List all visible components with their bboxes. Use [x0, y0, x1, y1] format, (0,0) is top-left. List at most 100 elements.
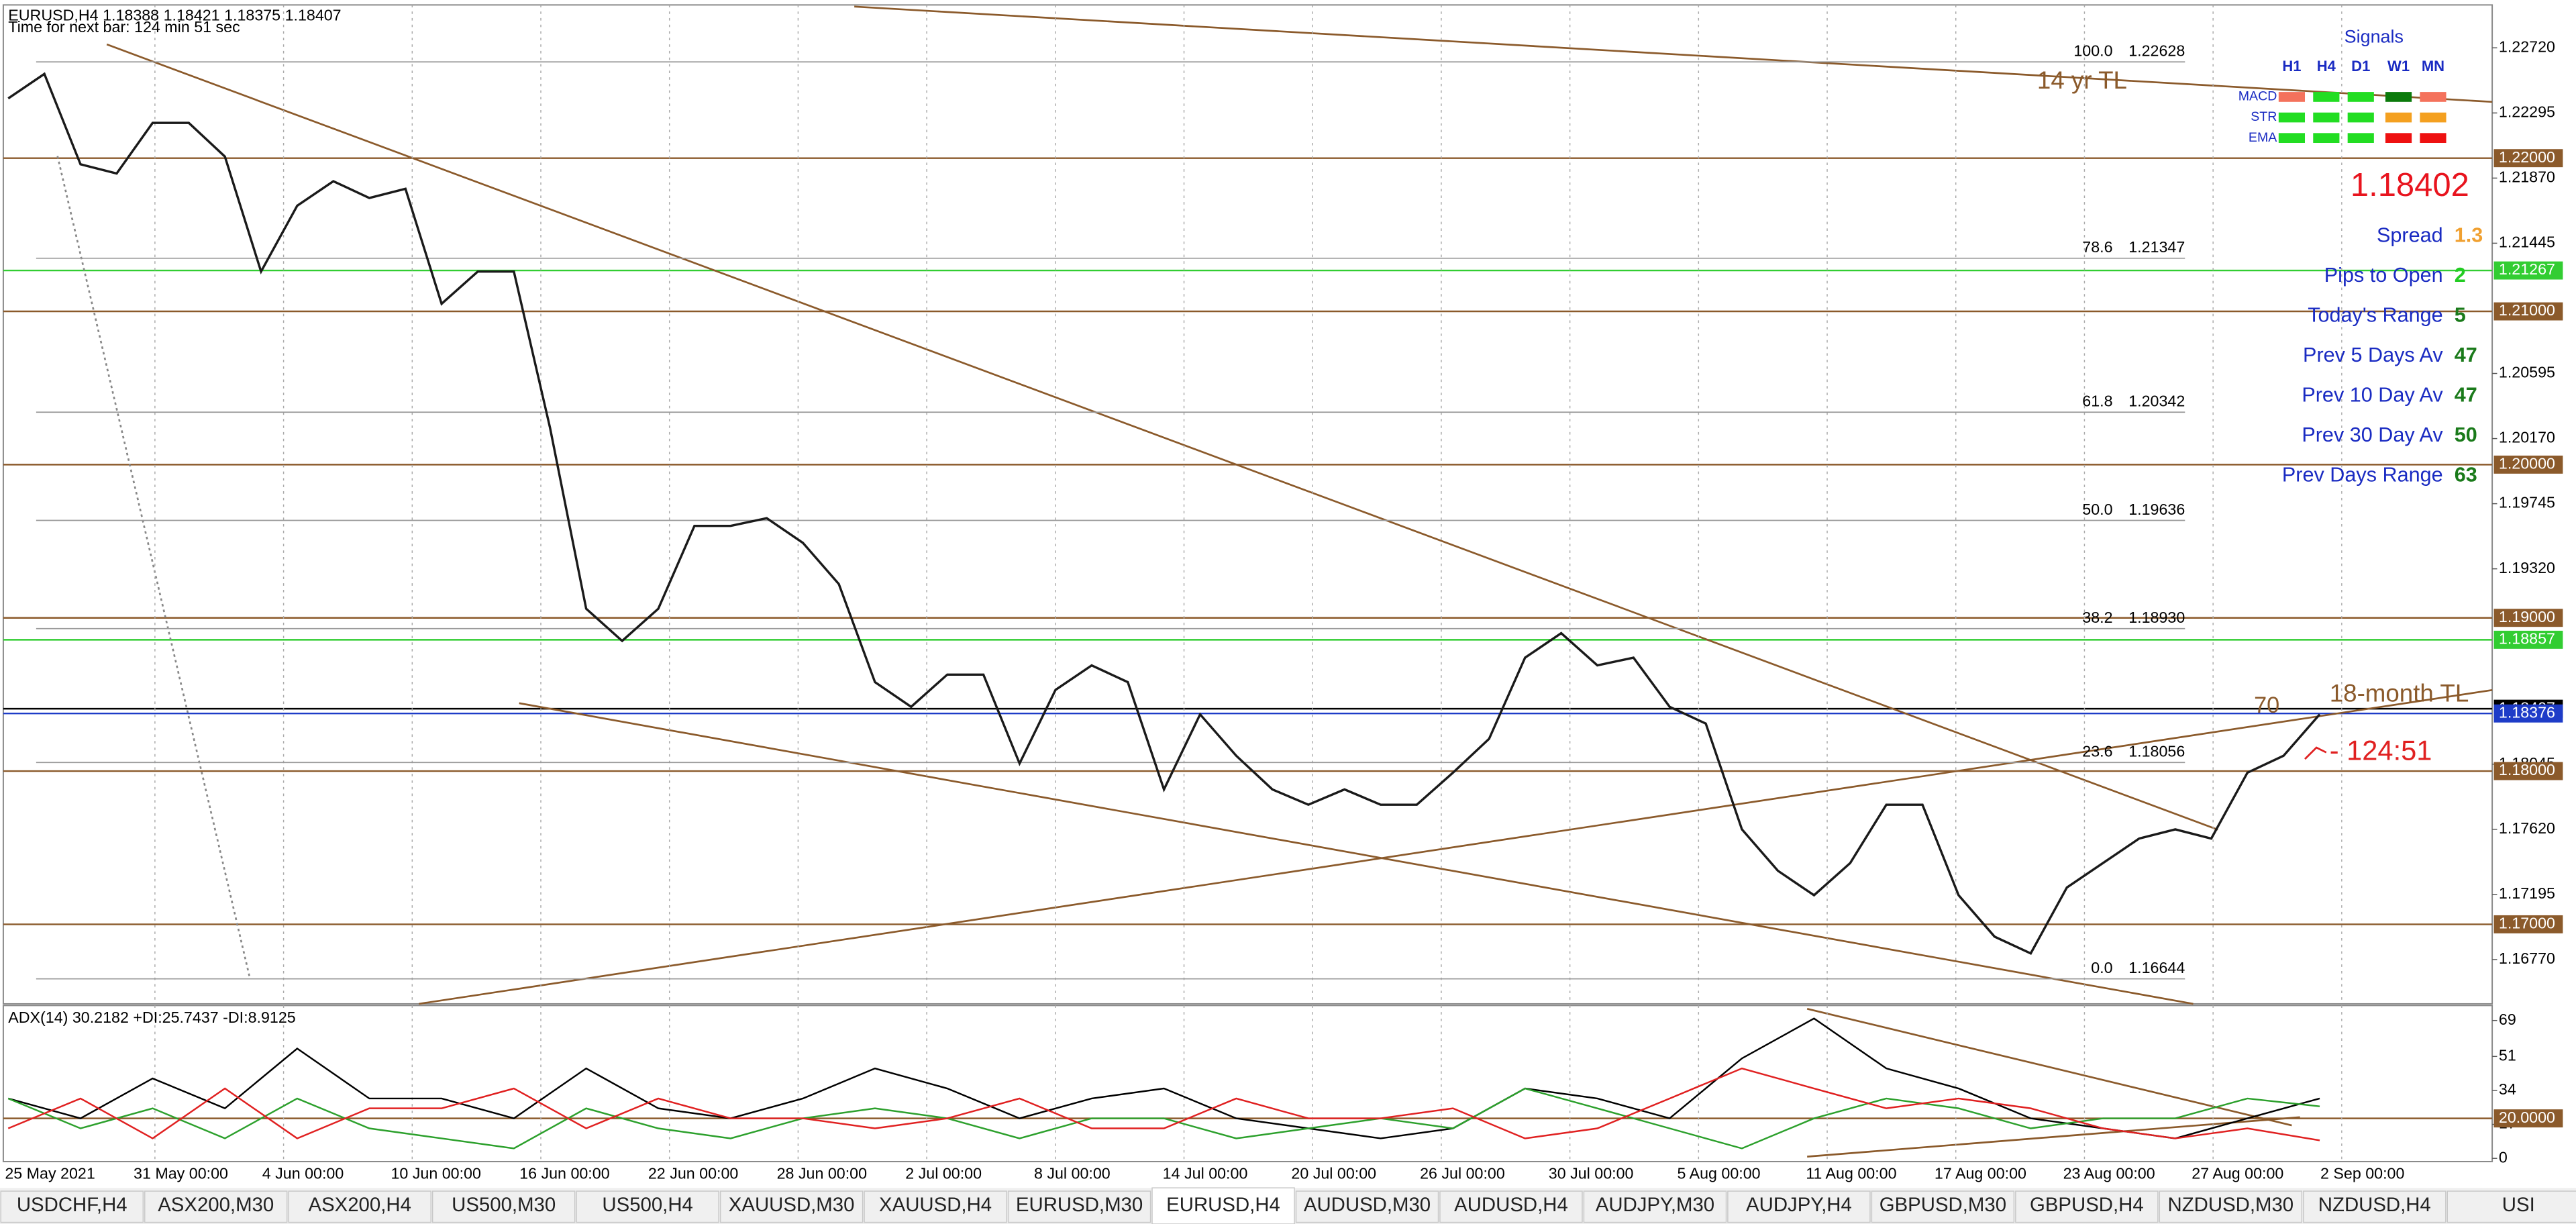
tab[interactable] [1007, 1190, 1151, 1223]
tab[interactable] [719, 1190, 864, 1223]
price-tick-label: 1.16770 [2499, 950, 2555, 967]
level-tag [2493, 1109, 2563, 1128]
tab[interactable] [288, 1190, 431, 1223]
fib-level: 100.0 [2073, 42, 2112, 60]
adx-trendline [1807, 1116, 2300, 1158]
fib-price: 1.18930 [2128, 609, 2185, 626]
tab-label[interactable]: XAUUSD,M30 [729, 1194, 855, 1216]
signal-column: H1 [2282, 58, 2301, 74]
tab-label[interactable]: AUDUSD,M30 [1304, 1194, 1431, 1216]
signal-row-label: MACD [2238, 89, 2277, 104]
level-tag-label: 1.22000 [2499, 148, 2555, 166]
tab-label[interactable]: EURUSD,M30 [1016, 1194, 1143, 1216]
tab-label[interactable]: USDCHF,H4 [17, 1194, 127, 1216]
price-tick-label: 51 [2499, 1046, 2516, 1064]
time-label: 2 Sep 00:00 [2320, 1165, 2404, 1182]
stat-label: Prev 5 Days Av [2303, 344, 2443, 366]
fib-level: 78.6 [2082, 238, 2112, 256]
indicator-line [7, 1087, 2320, 1150]
price-tick-label: 69 [2499, 1011, 2516, 1028]
signal-box [2385, 112, 2412, 123]
signal-column: D1 [2351, 58, 2370, 74]
tab-label[interactable]: GBPUSD,M30 [1879, 1194, 2006, 1216]
tab-label[interactable]: AUDJPY,M30 [1596, 1194, 1714, 1216]
tab[interactable] [2446, 1190, 2576, 1223]
tab[interactable] [431, 1190, 576, 1223]
level-tag [2493, 704, 2563, 723]
adx-header: ADX(14) 30.2182 +DI:25.7437 -DI:8.9125 [8, 1009, 295, 1026]
fib-level: 50.0 [2082, 501, 2112, 518]
level-tag [2493, 261, 2563, 280]
tab[interactable] [144, 1190, 288, 1223]
level-tag [2493, 630, 2563, 649]
price-tick-label: 0 [2499, 1148, 2508, 1166]
fib-price: 1.19636 [2128, 501, 2185, 518]
time-label: 11 Aug 00:00 [1806, 1165, 1896, 1182]
tab[interactable] [1295, 1190, 1439, 1223]
signal-box [2278, 112, 2306, 123]
stat-value: 5 [2455, 304, 2466, 327]
tab-label[interactable]: XAUUSD,H4 [879, 1194, 992, 1216]
tab-label[interactable]: US500,M30 [452, 1194, 556, 1216]
fib-level: 23.6 [2082, 743, 2112, 760]
price-line [7, 72, 2321, 955]
level-tag-label: 1.18857 [2499, 630, 2555, 648]
fib-level: 38.2 [2082, 609, 2112, 626]
signal-row-label: STR [2251, 109, 2277, 124]
signal-row-label: EMA [2249, 130, 2277, 145]
time-label: 27 Aug 00:00 [2192, 1165, 2283, 1182]
level-tag [2493, 302, 2563, 321]
stat-label: Prev Days Range [2282, 464, 2443, 487]
level-tag [2493, 149, 2563, 168]
tab-label[interactable]: NZDUSD,M30 [2168, 1194, 2294, 1216]
adx-trendline [1806, 1007, 2292, 1127]
indicator-line [7, 1017, 2320, 1139]
trendlines [56, 5, 2493, 1158]
price-tick-label: 1.21445 [2499, 234, 2555, 251]
price-tick-label: 1.19745 [2499, 494, 2555, 511]
tab-label[interactable]: EURUSD,H4 [1166, 1194, 1280, 1216]
tab[interactable] [2159, 1190, 2303, 1223]
time-label: 20 Jul 00:00 [1291, 1165, 1376, 1182]
tab[interactable] [576, 1190, 719, 1223]
time-label: 22 Jun 00:00 [648, 1165, 739, 1182]
signal-box [2347, 112, 2374, 123]
adx-pane-frame [2, 1005, 2493, 1162]
signal-box [2347, 92, 2374, 102]
fib-level: 0.0 [2091, 959, 2112, 976]
time-label: 28 Jun 00:00 [777, 1165, 868, 1182]
tab[interactable] [864, 1190, 1007, 1223]
tab-label[interactable]: USI [2502, 1194, 2535, 1216]
tab-label[interactable]: ASX200,M30 [158, 1194, 274, 1216]
time-label: 25 May 2021 [5, 1165, 95, 1182]
signal-box [2278, 133, 2306, 144]
time-label: 23 Aug 00:00 [2063, 1165, 2155, 1182]
time-label: 16 Jun 00:00 [519, 1165, 610, 1182]
tab-label[interactable]: US500,H4 [602, 1194, 692, 1216]
trendline [854, 5, 2493, 103]
time-label: 26 Jul 00:00 [1420, 1165, 1505, 1182]
level-tag-label: 1.17000 [2499, 915, 2555, 932]
fib-price: 1.20342 [2128, 393, 2185, 410]
signal-box [2347, 133, 2374, 144]
tab[interactable] [2015, 1190, 2159, 1223]
stat-value: 1.3 [2455, 224, 2483, 247]
trendline [419, 688, 2493, 1005]
tab-label[interactable]: AUDJPY,H4 [1746, 1194, 1852, 1216]
tab-label[interactable]: NZDUSD,H4 [2318, 1194, 2431, 1216]
stat-label: Spread [2377, 224, 2443, 247]
tab[interactable] [2303, 1190, 2446, 1223]
tab[interactable] [1583, 1190, 1727, 1223]
stat-value: 2 [2455, 264, 2466, 287]
tab[interactable] [0, 1190, 144, 1223]
tab[interactable] [1727, 1190, 1871, 1223]
tab[interactable] [1871, 1190, 2015, 1223]
tab[interactable] [1151, 1187, 1295, 1224]
level-tag-label: 1.18376 [2499, 703, 2555, 721]
tab-label[interactable]: GBPUSD,H4 [2030, 1194, 2144, 1216]
tab-label[interactable]: ASX200,H4 [308, 1194, 411, 1216]
tab-label[interactable]: AUDUSD,H4 [1454, 1194, 1568, 1216]
indicator-line [7, 1067, 2320, 1141]
tab[interactable] [1439, 1190, 1583, 1223]
price-tick-label: 1.21870 [2499, 168, 2555, 186]
